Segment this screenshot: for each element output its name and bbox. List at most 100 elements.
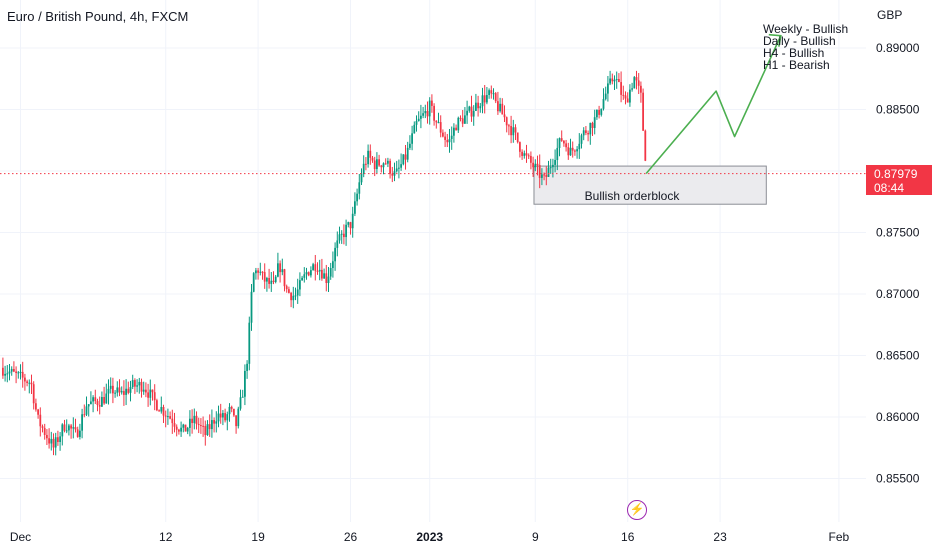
candle-body <box>571 147 574 151</box>
candle-body <box>486 95 488 103</box>
candle-body <box>391 173 394 176</box>
candle-body <box>360 173 363 183</box>
candle-body <box>13 368 15 372</box>
candle-body <box>57 437 59 443</box>
candle-body <box>481 95 484 107</box>
candle-body <box>444 136 446 140</box>
last-price-tag: 0.87979 08:44 <box>866 165 932 195</box>
candle-body <box>189 418 191 428</box>
candle-body <box>629 89 631 103</box>
candle-body <box>389 160 391 174</box>
candle-body <box>134 380 136 387</box>
candle-body <box>171 418 174 424</box>
bias-notes: Weekly - Bullish Daily - Bullish H4 - Bu… <box>763 23 848 71</box>
candle-body <box>169 416 171 419</box>
candle-body <box>217 413 220 422</box>
time-axis[interactable]: Dec 12 19 26 2023 9 16 23 Feb <box>10 530 850 544</box>
candle-body <box>215 421 218 424</box>
candle-body <box>279 263 281 273</box>
candle-body <box>180 427 182 432</box>
lightning-icon[interactable]: ⚡ <box>627 500 647 520</box>
candle-body <box>521 151 523 156</box>
candle-body <box>219 413 222 418</box>
candle-body <box>255 270 257 274</box>
candle-body <box>307 272 310 276</box>
candle-body <box>417 118 420 122</box>
candle-body <box>433 105 435 121</box>
time-tick-label: 16 <box>621 530 635 544</box>
candle-body <box>490 90 493 94</box>
candle-body <box>35 403 37 410</box>
candle-body <box>578 143 581 150</box>
candle-body <box>28 382 31 384</box>
candle-body <box>105 393 108 404</box>
price-tick-label: 0.85500 <box>876 472 920 486</box>
candle-body <box>543 174 545 176</box>
candle-body <box>415 121 418 125</box>
gridlines <box>0 0 866 522</box>
candle-body <box>431 100 433 106</box>
candle-body <box>65 430 68 432</box>
candle-body <box>109 385 112 389</box>
candle-body <box>59 436 61 443</box>
candle-body <box>437 122 440 124</box>
candle-body <box>569 147 572 156</box>
candle-body <box>167 416 169 418</box>
candle-body <box>563 140 565 144</box>
candle-body <box>505 117 508 126</box>
candle-body <box>32 384 35 404</box>
candle-body <box>120 391 123 393</box>
time-tick-label: Feb <box>829 530 850 544</box>
candle-body <box>442 132 444 137</box>
candle-body <box>475 102 477 111</box>
candle-body <box>37 409 39 415</box>
candle-body <box>536 163 539 166</box>
candle-body <box>74 427 77 430</box>
candle-body <box>534 163 537 168</box>
candle-body <box>556 147 559 160</box>
candle-body <box>402 154 405 165</box>
candle-body <box>428 100 431 117</box>
candle-body <box>593 117 596 128</box>
candle-body <box>131 380 134 388</box>
candle-body <box>125 388 127 395</box>
candle-body <box>613 79 616 82</box>
candle-body <box>424 111 427 114</box>
candle-body <box>305 272 308 275</box>
candle-body <box>327 276 330 284</box>
candle-body <box>48 438 50 444</box>
candle-body <box>288 289 290 293</box>
candle-body <box>303 274 306 278</box>
candle-body <box>580 135 583 144</box>
candle-body <box>369 150 372 158</box>
candle-body <box>589 122 592 135</box>
candle-body <box>68 425 70 431</box>
candle-body <box>107 388 110 394</box>
candle-body <box>633 77 636 89</box>
candle-body <box>620 82 622 95</box>
candle-body <box>186 427 189 432</box>
candle-body <box>312 264 314 271</box>
candle-body <box>92 397 94 402</box>
candle-body <box>103 397 105 404</box>
candle-body <box>213 420 215 424</box>
candle-body <box>602 99 605 109</box>
candle-body <box>127 388 130 393</box>
candle-body <box>329 267 332 277</box>
candle-body <box>272 280 275 282</box>
candle-body <box>63 424 66 431</box>
time-tick-label: 23 <box>713 530 727 544</box>
candle-body <box>4 373 6 376</box>
price-axis[interactable]: 0.890000.885000.880000.875000.870000.865… <box>876 41 920 486</box>
candle-body <box>455 127 457 131</box>
candle-body <box>228 406 231 415</box>
candle-body <box>261 271 264 273</box>
candle-body <box>81 414 83 431</box>
candle-body <box>296 289 299 296</box>
candle-body <box>512 127 515 136</box>
candle-body <box>565 143 567 148</box>
candle-body <box>378 159 380 166</box>
candle-body <box>591 122 594 128</box>
candle-body <box>470 106 473 117</box>
